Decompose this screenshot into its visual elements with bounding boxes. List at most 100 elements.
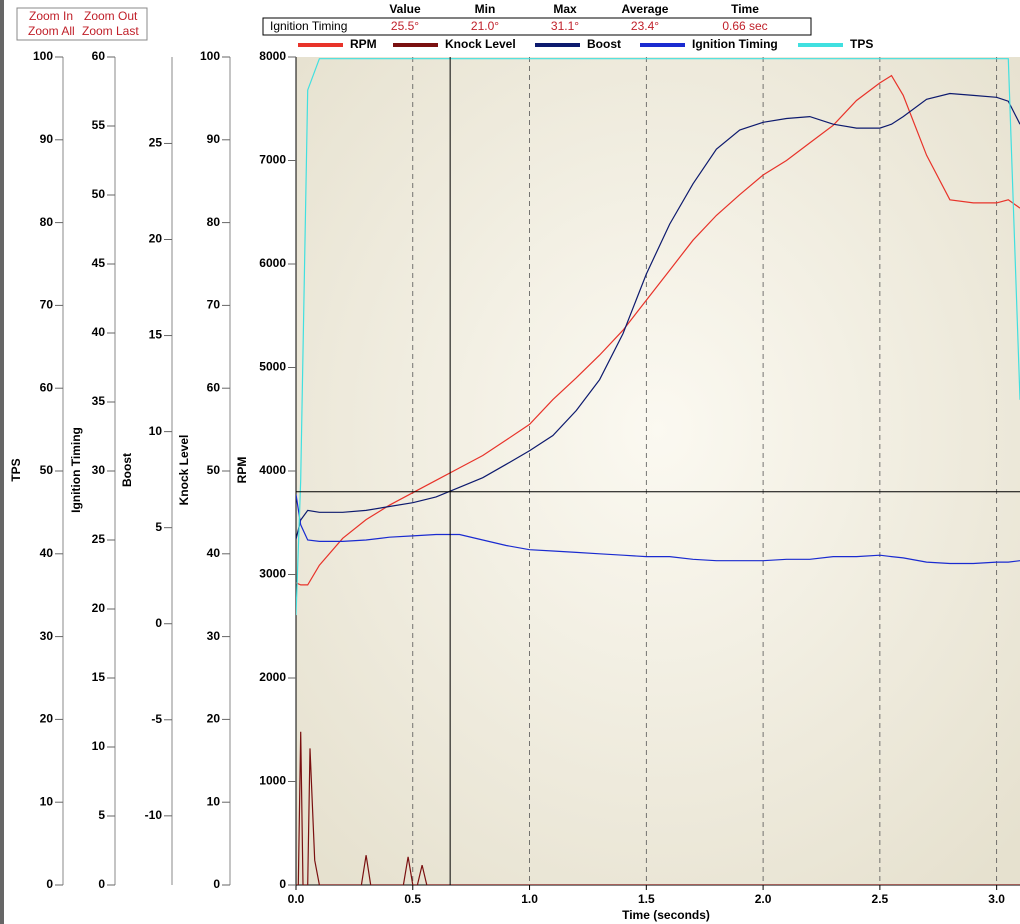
legend-swatch bbox=[393, 43, 438, 47]
y-tick-label: 0 bbox=[213, 877, 220, 891]
y-tick-label: 25 bbox=[92, 532, 106, 546]
y-tick-label: 0 bbox=[98, 877, 105, 891]
readout-header: Average bbox=[622, 2, 669, 16]
y-axis-label: RPM bbox=[235, 457, 249, 484]
y-tick-label: 3000 bbox=[259, 567, 286, 581]
plot-area bbox=[296, 57, 1020, 885]
y-axis-label: Boost bbox=[120, 453, 134, 487]
plot-lines bbox=[296, 58, 1020, 885]
y-tick-label: 25 bbox=[149, 136, 163, 150]
y-tick-label: 5 bbox=[155, 520, 162, 534]
x-tick-label: 2.0 bbox=[755, 892, 772, 906]
y-tick-label: 55 bbox=[92, 118, 106, 132]
x-tick-label: 1.0 bbox=[521, 892, 538, 906]
y-tick-label: 60 bbox=[40, 380, 54, 394]
readout-value: 31.1° bbox=[551, 19, 579, 33]
series-line bbox=[296, 58, 1020, 616]
y-axis-label: TPS bbox=[9, 458, 23, 481]
y-tick-label: 4000 bbox=[259, 463, 286, 477]
y-tick-label: 0 bbox=[155, 616, 162, 630]
y-tick-label: -10 bbox=[145, 808, 163, 822]
y-axis-label: Knock Level bbox=[177, 435, 191, 506]
y-tick-label: 90 bbox=[207, 132, 221, 146]
legend-swatch bbox=[298, 43, 343, 47]
readout-value: 23.4° bbox=[631, 19, 659, 33]
x-tick-label: 2.5 bbox=[872, 892, 889, 906]
y-tick-label: 15 bbox=[92, 670, 106, 684]
y-tick-label: 90 bbox=[40, 132, 54, 146]
y-tick-label: 30 bbox=[207, 629, 221, 643]
zoom-out[interactable]: Zoom Out bbox=[84, 9, 138, 23]
legend-label: RPM bbox=[350, 37, 377, 51]
y-tick-label: 15 bbox=[149, 328, 163, 342]
x-axis-label: Time (seconds) bbox=[622, 908, 710, 922]
zoom-panel bbox=[16, 7, 148, 41]
legend-swatch bbox=[535, 43, 580, 47]
y-tick-label: 1000 bbox=[259, 774, 286, 788]
readout-header: Min bbox=[475, 2, 496, 16]
y-tick-label: 6000 bbox=[259, 256, 286, 270]
zoom-in[interactable]: Zoom In bbox=[29, 9, 73, 23]
readout-value: 21.0° bbox=[471, 19, 499, 33]
y-tick-label: 0 bbox=[46, 877, 53, 891]
y-tick-label: 20 bbox=[149, 232, 163, 246]
y-tick-label: 100 bbox=[200, 49, 220, 63]
y-tick-label: 40 bbox=[207, 546, 221, 560]
y-tick-label: 50 bbox=[207, 463, 221, 477]
x-tick-label: 1.5 bbox=[638, 892, 655, 906]
y-tick-label: 20 bbox=[40, 712, 54, 726]
zoom-last[interactable]: Zoom Last bbox=[82, 24, 139, 38]
y-tick-label: 40 bbox=[40, 546, 54, 560]
y-tick-label: 0 bbox=[279, 877, 286, 891]
readout-header: Time bbox=[731, 2, 759, 16]
y-tick-label: 45 bbox=[92, 256, 106, 270]
y-tick-label: 40 bbox=[92, 325, 106, 339]
series-line bbox=[296, 92, 1020, 540]
y-tick-label: 50 bbox=[92, 187, 106, 201]
y-tick-label: 10 bbox=[207, 794, 221, 808]
y-tick-label: 20 bbox=[92, 601, 106, 615]
y-tick-label: 60 bbox=[207, 380, 221, 394]
legend-label: TPS bbox=[850, 37, 873, 51]
y-tick-label: 10 bbox=[40, 794, 54, 808]
legend-swatch bbox=[640, 43, 685, 47]
legend-label: Boost bbox=[587, 37, 621, 51]
readout-value: 25.5° bbox=[391, 19, 419, 33]
y-tick-label: -5 bbox=[151, 712, 162, 726]
y-tick-label: 30 bbox=[92, 463, 106, 477]
y-tick-label: 100 bbox=[33, 49, 53, 63]
y-tick-label: 5 bbox=[98, 808, 105, 822]
legend-label: Knock Level bbox=[445, 37, 516, 51]
readout-value: 0.66 sec bbox=[722, 19, 767, 33]
x-tick-label: 3.0 bbox=[988, 892, 1005, 906]
series-line bbox=[296, 494, 1020, 565]
y-tick-label: 50 bbox=[40, 463, 54, 477]
y-axis-label: Ignition Timing bbox=[69, 427, 83, 513]
y-tick-label: 2000 bbox=[259, 670, 286, 684]
window-edge bbox=[0, 0, 4, 924]
readout-header: Value bbox=[389, 2, 421, 16]
readout-channel: Ignition Timing bbox=[270, 19, 347, 33]
y-tick-label: 35 bbox=[92, 394, 106, 408]
legend-label: Ignition Timing bbox=[692, 37, 778, 51]
y-tick-label: 70 bbox=[40, 298, 54, 312]
y-tick-label: 7000 bbox=[259, 153, 286, 167]
legend-swatch bbox=[798, 43, 843, 47]
y-tick-label: 80 bbox=[40, 215, 54, 229]
y-tick-label: 5000 bbox=[259, 360, 286, 374]
readout-header: Max bbox=[553, 2, 577, 16]
zoom-all[interactable]: Zoom All bbox=[28, 24, 75, 38]
y-tick-label: 60 bbox=[92, 49, 106, 63]
y-tick-label: 20 bbox=[207, 712, 221, 726]
x-tick-label: 0.5 bbox=[404, 892, 421, 906]
series-line bbox=[296, 731, 1020, 885]
y-tick-label: 10 bbox=[149, 424, 163, 438]
y-tick-label: 10 bbox=[92, 739, 106, 753]
x-tick-label: 0.0 bbox=[288, 892, 305, 906]
y-tick-label: 30 bbox=[40, 629, 54, 643]
y-tick-label: 8000 bbox=[259, 49, 286, 63]
y-tick-label: 80 bbox=[207, 215, 221, 229]
readout-box bbox=[262, 17, 812, 36]
y-tick-label: 70 bbox=[207, 298, 221, 312]
